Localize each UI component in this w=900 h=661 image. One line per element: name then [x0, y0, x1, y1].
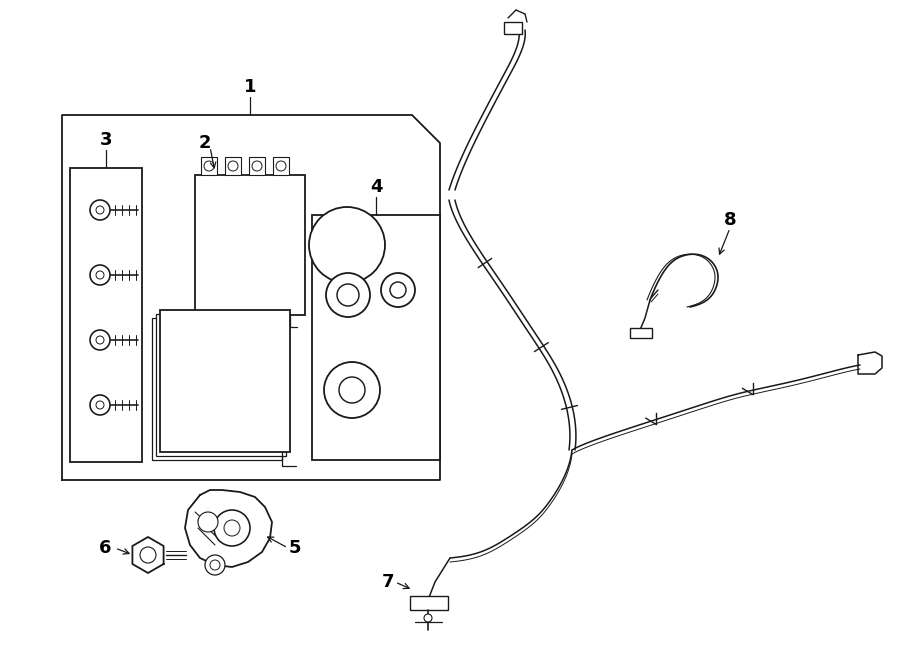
Bar [225, 157, 241, 175]
Text: 2: 2 [199, 134, 212, 152]
Bar [312, 215, 440, 460]
Circle shape [96, 336, 104, 344]
Text: 3: 3 [100, 131, 112, 149]
Circle shape [309, 207, 385, 283]
Circle shape [96, 271, 104, 279]
Circle shape [326, 273, 370, 317]
Circle shape [90, 265, 110, 285]
Circle shape [424, 614, 432, 622]
Bar [630, 328, 652, 338]
Bar [70, 168, 142, 462]
Circle shape [140, 547, 156, 563]
Circle shape [205, 555, 225, 575]
Polygon shape [185, 490, 272, 567]
Circle shape [252, 161, 262, 171]
Bar [195, 175, 305, 315]
Bar [410, 596, 448, 610]
Text: 1: 1 [244, 78, 256, 96]
Circle shape [337, 284, 359, 306]
Circle shape [214, 510, 250, 546]
Circle shape [276, 161, 286, 171]
Bar [249, 157, 265, 175]
Circle shape [96, 401, 104, 409]
Circle shape [324, 362, 380, 418]
Circle shape [90, 330, 110, 350]
Text: 4: 4 [370, 178, 382, 196]
Text: 5: 5 [289, 539, 302, 557]
Bar [504, 22, 522, 34]
Text: 8: 8 [724, 211, 736, 229]
Circle shape [228, 161, 238, 171]
Bar [273, 157, 289, 175]
Circle shape [339, 377, 365, 403]
Bar [201, 157, 217, 175]
Circle shape [96, 206, 104, 214]
Bar [160, 310, 290, 452]
Bar [152, 318, 282, 460]
Text: 7: 7 [382, 573, 394, 591]
Circle shape [390, 282, 406, 298]
Circle shape [90, 395, 110, 415]
Circle shape [90, 200, 110, 220]
Circle shape [224, 520, 240, 536]
Bar [156, 314, 286, 456]
Circle shape [381, 273, 415, 307]
Circle shape [210, 560, 220, 570]
Text: 6: 6 [99, 539, 112, 557]
Polygon shape [132, 537, 164, 573]
Circle shape [198, 512, 218, 532]
Circle shape [204, 161, 214, 171]
